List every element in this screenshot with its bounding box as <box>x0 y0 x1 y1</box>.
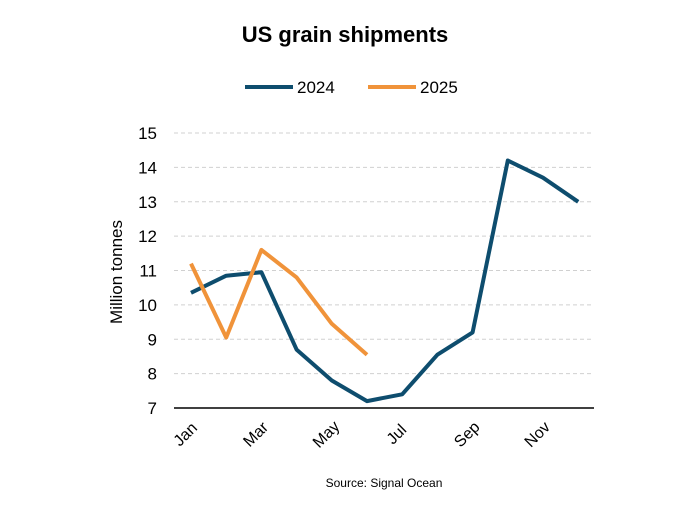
y-tick-label: 9 <box>148 330 157 349</box>
gridlines <box>174 132 594 375</box>
x-tick-label: Nov <box>522 419 554 451</box>
chart-title: US grain shipments <box>242 22 449 47</box>
legend: 2024 2025 <box>245 78 458 97</box>
y-axis-label: Million tonnes <box>107 220 126 324</box>
x-tick-label: May <box>310 418 343 451</box>
y-axis-ticks: 7 8 9 10 11 12 13 14 15 <box>138 124 157 418</box>
y-tick-label: 10 <box>138 296 157 315</box>
y-tick-label: 8 <box>148 365 157 384</box>
y-tick-label: 12 <box>138 227 157 246</box>
legend-label-2024: 2024 <box>297 78 335 97</box>
source-note: Source: Signal Ocean <box>326 476 443 490</box>
x-tick-label: Jul <box>384 422 410 448</box>
x-tick-label: Mar <box>240 419 272 451</box>
x-tick-label: Jan <box>171 420 201 450</box>
series-line-2025 <box>189 247 369 357</box>
x-axis-ticks: Jan Mar May Jul Sep Nov <box>171 418 554 451</box>
series-line-2024 <box>190 158 580 404</box>
x-tick-label: Sep <box>451 419 483 451</box>
y-tick-label: 7 <box>148 399 157 418</box>
legend-label-2025: 2025 <box>420 78 458 97</box>
y-tick-label: 13 <box>138 193 157 212</box>
y-tick-label: 11 <box>139 262 157 281</box>
y-tick-label: 14 <box>138 158 157 177</box>
series-lines <box>189 158 580 404</box>
y-tick-label: 15 <box>138 124 157 143</box>
